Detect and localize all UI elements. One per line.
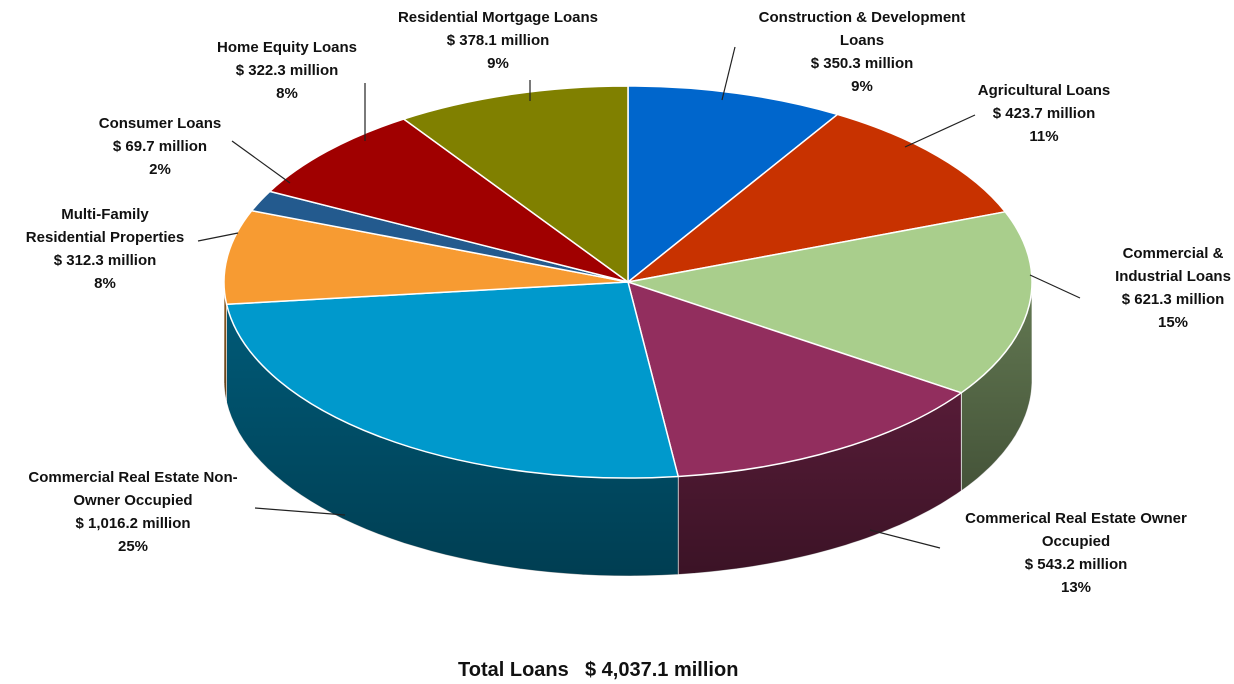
slice-2-amount: $ 423.7 million — [993, 105, 1096, 122]
slice-9-label-line-1: Residential Mortgage Loans — [398, 9, 598, 26]
leader-line-5 — [254, 507, 346, 516]
pie-side-shade-6 — [224, 282, 227, 403]
slice-5-label-line-2: Owner Occupied — [73, 492, 192, 509]
slice-4-amount: $ 543.2 million — [1025, 556, 1128, 573]
pie-side-shade-5 — [226, 304, 679, 576]
slice-3-label-line-2: Industrial Loans — [1115, 268, 1231, 285]
slice-7-amount: $ 69.7 million — [113, 138, 207, 155]
slice-label-3: Commercial & Industrial Loans $ 621.3 mill… — [1115, 245, 1231, 331]
total-loans-value: $ 4,037.1 million — [585, 659, 738, 681]
slice-9-amount: $ 378.1 million — [447, 32, 550, 49]
pie-side-shade-3 — [961, 282, 1032, 491]
leader-line-2 — [904, 114, 976, 148]
pie-side-shade-4 — [678, 392, 962, 575]
total-loans-label: Total Loans — [458, 659, 569, 681]
leader-line-3 — [1029, 274, 1081, 299]
slice-6-label-line-1: Multi-Family — [61, 206, 149, 223]
slice-label-6: Multi-Family Residential Properties $ 312.… — [26, 206, 184, 292]
slice-4-label-line-1: Commerical Real Estate Owner — [965, 510, 1187, 527]
slice-1-amount: $ 350.3 million — [811, 55, 914, 72]
pie-slice-2 — [627, 113, 1006, 283]
slice-3-label-line-1: Commercial & — [1123, 245, 1224, 262]
slice-7-label-line-1: Consumer Loans — [99, 115, 222, 132]
slice-label-1: Construction & Development Loans $ 350.3 m… — [759, 9, 966, 95]
slice-label-8: Home Equity Loans $ 322.3 million 8% — [217, 39, 357, 102]
pie-slice-3 — [627, 211, 1033, 394]
slice-8-label-line-1: Home Equity Loans — [217, 39, 357, 56]
slice-5-percent: 25% — [118, 538, 148, 555]
slice-9-percent: 9% — [487, 55, 509, 72]
slice-6-amount: $ 312.3 million — [54, 252, 157, 269]
slice-3-amount: $ 621.3 million — [1122, 291, 1225, 308]
leader-line-1 — [721, 46, 736, 101]
pie-slices — [223, 85, 1033, 479]
pie-slice-4 — [627, 281, 963, 478]
slice-label-2: Agricultural Loans $ 423.7 million 11% — [978, 82, 1111, 145]
leader-line-4 — [869, 529, 941, 549]
slice-1-label-line-2: Loans — [840, 32, 884, 49]
leader-line-6 — [197, 232, 239, 242]
slice-5-label-line-1: Commercial Real Estate Non- — [28, 469, 237, 486]
pie-slice-5 — [225, 281, 679, 479]
slice-labels: Construction & Development Loans $ 350.3 m… — [26, 9, 1231, 596]
slice-7-percent: 2% — [149, 161, 171, 178]
pie-slice-8 — [269, 118, 629, 283]
pie-depth — [223, 282, 1033, 577]
slice-label-4: Commerical Real Estate Owner Occupied $ 54… — [965, 510, 1187, 596]
slice-label-7: Consumer Loans $ 69.7 million 2% — [99, 115, 222, 178]
slice-3-percent: 15% — [1158, 314, 1188, 331]
slice-6-label-line-2: Residential Properties — [26, 229, 184, 246]
slice-2-percent: 11% — [1029, 128, 1058, 145]
pie-slice-6 — [223, 209, 629, 306]
pie-slice-1 — [627, 85, 839, 283]
slice-label-5: Commercial Real Estate Non- Owner Occupie… — [28, 469, 237, 555]
slice-4-percent: 13% — [1061, 579, 1091, 596]
slice-label-9: Residential Mortgage Loans $ 378.1 millio… — [398, 9, 598, 72]
leader-line-7 — [231, 140, 291, 184]
leader-lines — [197, 46, 1081, 549]
slice-8-percent: 8% — [276, 85, 298, 102]
slice-1-label-line-1: Construction & Development — [759, 9, 966, 26]
slice-2-label-line-1: Agricultural Loans — [978, 82, 1111, 99]
slice-8-amount: $ 322.3 million — [236, 62, 339, 79]
slice-5-amount: $ 1,016.2 million — [75, 515, 190, 532]
slice-4-label-line-2: Occupied — [1042, 533, 1110, 550]
slice-1-percent: 9% — [851, 78, 873, 95]
pie-slice-9 — [402, 85, 629, 283]
slice-6-percent: 8% — [94, 275, 116, 292]
